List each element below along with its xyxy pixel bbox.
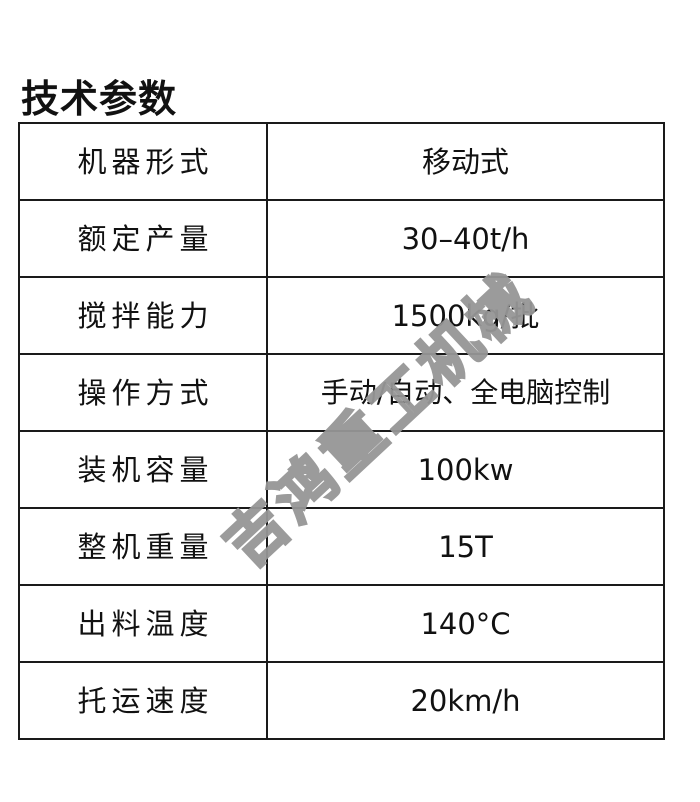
table-row: 装机容量 100kw	[18, 430, 665, 509]
spec-label-text: 出料温度	[77, 606, 214, 641]
spec-value-text: 1500kg/批	[391, 298, 540, 333]
spec-label-text: 机器形式	[77, 144, 214, 179]
spec-table-container: 机器形式 移动式额定产量 30–40t/h 搅拌能力 1500kg/批操作方式 手动/自动…	[18, 122, 665, 740]
table-row: 机器形式 移动式	[18, 122, 665, 201]
spec-value-cell: 移动式	[266, 122, 665, 201]
spec-label-text: 操作方式	[77, 375, 214, 410]
technical-parameters-table: 机器形式 移动式额定产量 30–40t/h 搅拌能力 1500kg/批操作方式 手动/自动…	[18, 122, 665, 740]
spec-value-cell: 15T	[266, 507, 665, 586]
spec-label-text: 整机重量	[77, 529, 214, 564]
spec-value-cell: 140°C	[266, 584, 665, 663]
spec-label-cell: 额定产量	[18, 199, 268, 278]
spec-label-cell: 整机重量	[18, 507, 268, 586]
table-row: 操作方式 手动/自动、全电脑控制	[18, 353, 665, 432]
table-row: 额定产量 30–40t/h	[18, 199, 665, 278]
spec-value-cell: 手动/自动、全电脑控制	[266, 353, 665, 432]
spec-value-text: 移动式	[421, 144, 509, 179]
spec-label-cell: 操作方式	[18, 353, 268, 432]
page-title: 技术参数	[21, 77, 178, 122]
table-row: 整机重量 15T	[18, 507, 665, 586]
spec-label-cell: 托运速度	[18, 661, 268, 740]
spec-label-cell: 装机容量	[18, 430, 268, 509]
spec-value-text: 30–40t/h	[401, 221, 530, 256]
table-row: 托运速度 20km/h	[18, 661, 665, 740]
spec-value-cell: 20km/h	[266, 661, 665, 740]
table-body: 机器形式 移动式额定产量 30–40t/h 搅拌能力 1500kg/批操作方式 手动/自动…	[18, 122, 665, 740]
spec-label-cell: 机器形式	[18, 122, 268, 201]
table-row: 出料温度 140°C	[18, 584, 665, 663]
spec-value-text: 15T	[438, 529, 493, 564]
spec-value-cell: 1500kg/批	[266, 276, 665, 355]
spec-value-cell: 100kw	[266, 430, 665, 509]
table-row: 搅拌能力 1500kg/批	[18, 276, 665, 355]
spec-value-cell: 30–40t/h	[266, 199, 665, 278]
spec-label-text: 额定产量	[77, 221, 214, 256]
spec-value-text: 20km/h	[410, 683, 521, 718]
spec-label-text: 托运速度	[77, 683, 214, 718]
spec-label-cell: 搅拌能力	[18, 276, 268, 355]
spec-label-cell: 出料温度	[18, 584, 268, 663]
spec-label-text: 装机容量	[77, 452, 214, 487]
spec-value-text: 手动/自动、全电脑控制	[320, 375, 611, 409]
spec-value-text: 140°C	[420, 606, 511, 641]
spec-label-text: 搅拌能力	[77, 298, 214, 333]
spec-value-text: 100kw	[417, 452, 514, 487]
